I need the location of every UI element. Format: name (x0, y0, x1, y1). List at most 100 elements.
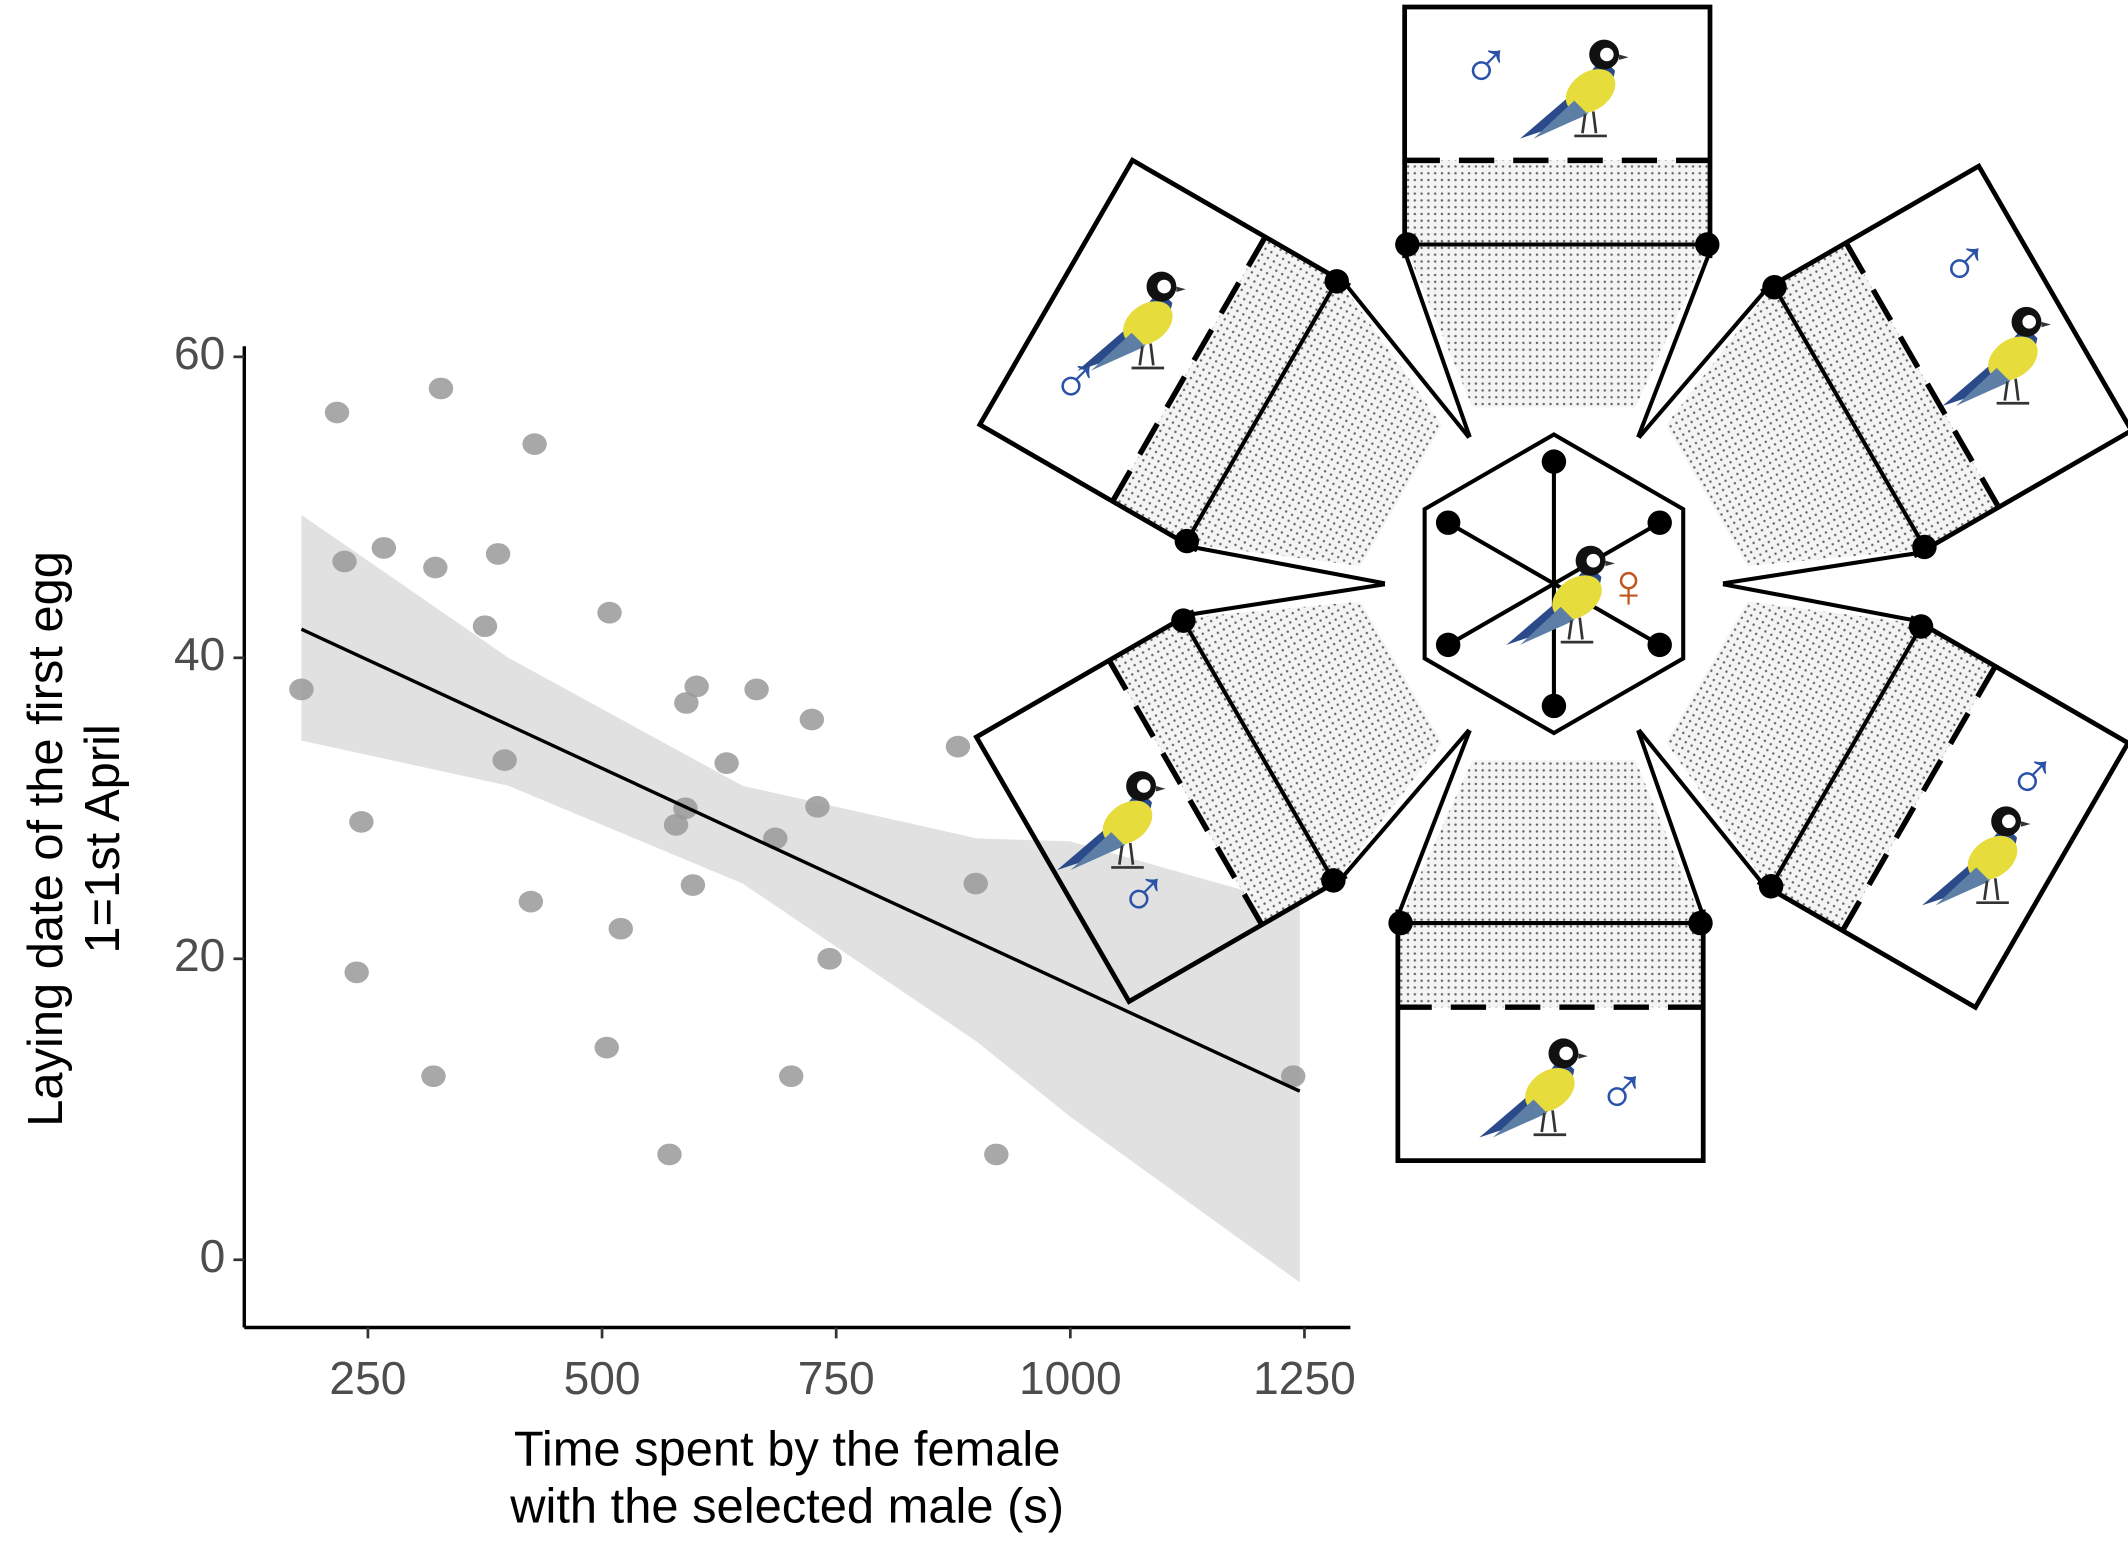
arm: ♂ (1395, 4, 1720, 438)
door (1181, 619, 1336, 882)
arm: ♂ (973, 582, 1471, 1005)
y-axis-title: 1=1st April (76, 724, 130, 953)
point (674, 692, 699, 714)
male-symbol: ♂ (2007, 739, 2058, 814)
y-tick-label: 60 (174, 327, 225, 379)
point (1281, 1065, 1306, 1088)
y-tick-label: 0 (200, 1230, 226, 1282)
arm-frame (1756, 615, 2128, 1011)
arm: ♂ (1637, 162, 2128, 586)
x-tick-label: 500 (564, 1352, 641, 1404)
point (289, 678, 314, 701)
point (945, 735, 971, 758)
point (680, 874, 706, 896)
wall (1402, 250, 1472, 438)
point (324, 401, 350, 424)
point (597, 601, 622, 624)
y-tick-label: 20 (174, 929, 225, 981)
point (714, 752, 739, 775)
point (744, 678, 769, 701)
hinge (1388, 910, 1413, 936)
male-symbol: ♂ (1118, 857, 1169, 932)
corridor (1666, 242, 1999, 567)
male-symbol: ♂ (1939, 226, 1990, 301)
hinge (1395, 232, 1420, 257)
hinge (1758, 874, 1784, 899)
corridor (1404, 160, 1710, 408)
y-axis-title: Laying date of the first egg (19, 551, 73, 1127)
wall (1339, 728, 1471, 881)
male-symbol: ♂ (1461, 29, 1512, 104)
fit-line (300, 627, 1301, 1093)
point (518, 890, 544, 913)
perch (1447, 582, 1555, 647)
wall (1722, 582, 1917, 623)
arm-frame (1402, 4, 1713, 259)
perch (1552, 520, 1661, 586)
arm-frame (976, 156, 1352, 553)
point (428, 377, 454, 400)
x-tick-label: 1250 (1253, 1352, 1356, 1404)
confidence-band (301, 514, 1300, 1283)
diagram: ♂ ♂ ♂ ♂ ♂ ♂ ♀ (973, 4, 2128, 1163)
point (799, 708, 825, 731)
hinge (1171, 608, 1196, 633)
hinge (1695, 232, 1720, 257)
x-tick-label: 750 (798, 1352, 875, 1404)
corridor (1112, 236, 1442, 567)
point (421, 1065, 446, 1088)
male-symbol: ♂ (1050, 344, 1101, 419)
door (1772, 286, 1927, 548)
x-axis-title: Time spent by the female (514, 1422, 1061, 1476)
point (485, 543, 511, 565)
plot: 250 500 750 1000 1250 0 20 40 60 Time spent by th… (19, 327, 1356, 1533)
hinge (1912, 534, 1937, 560)
wall (1342, 281, 1471, 439)
point (984, 1143, 1009, 1166)
x-tick-label: 250 (329, 1352, 406, 1404)
perch-end (1647, 510, 1672, 535)
arm: ♂ (1388, 729, 1713, 1163)
point (663, 813, 689, 836)
bird (1940, 305, 2053, 408)
x-tick-label: 1000 (1019, 1352, 1122, 1404)
bird (1518, 38, 1630, 140)
corridor (1397, 760, 1704, 1008)
hinge (1174, 528, 1200, 554)
wall (1636, 729, 1706, 917)
y-tick-label: 40 (174, 628, 225, 680)
corridor (1666, 601, 1996, 931)
point (657, 1143, 682, 1166)
arm: ♂ (1637, 582, 2128, 1011)
point (963, 872, 988, 895)
point (779, 1065, 804, 1088)
door (1769, 625, 1923, 888)
arm: ♂ (976, 156, 1471, 586)
point (332, 550, 357, 573)
female-symbol: ♀ (1605, 551, 1652, 621)
arm-frame (973, 609, 1348, 1005)
point (522, 433, 547, 455)
wall (1190, 544, 1386, 586)
wall (1722, 550, 1921, 586)
wall (1395, 729, 1472, 918)
wall (1636, 250, 1712, 438)
point (594, 1036, 619, 1059)
point (423, 556, 448, 579)
perch-end (1435, 510, 1461, 535)
x-axis-title: with the selected male (s) (509, 1479, 1064, 1533)
hinge (1688, 910, 1713, 936)
arm-frame (1760, 162, 2128, 559)
hinge (1321, 868, 1346, 893)
corridor (1109, 601, 1442, 925)
door (1185, 280, 1339, 543)
male-symbol: ♂ (1596, 1055, 1647, 1130)
wall (1637, 286, 1769, 439)
perch-end (1541, 449, 1567, 474)
point (344, 961, 369, 984)
perch-end (1541, 693, 1567, 719)
point (684, 675, 709, 698)
hinge (1908, 614, 1934, 639)
point (492, 749, 517, 771)
